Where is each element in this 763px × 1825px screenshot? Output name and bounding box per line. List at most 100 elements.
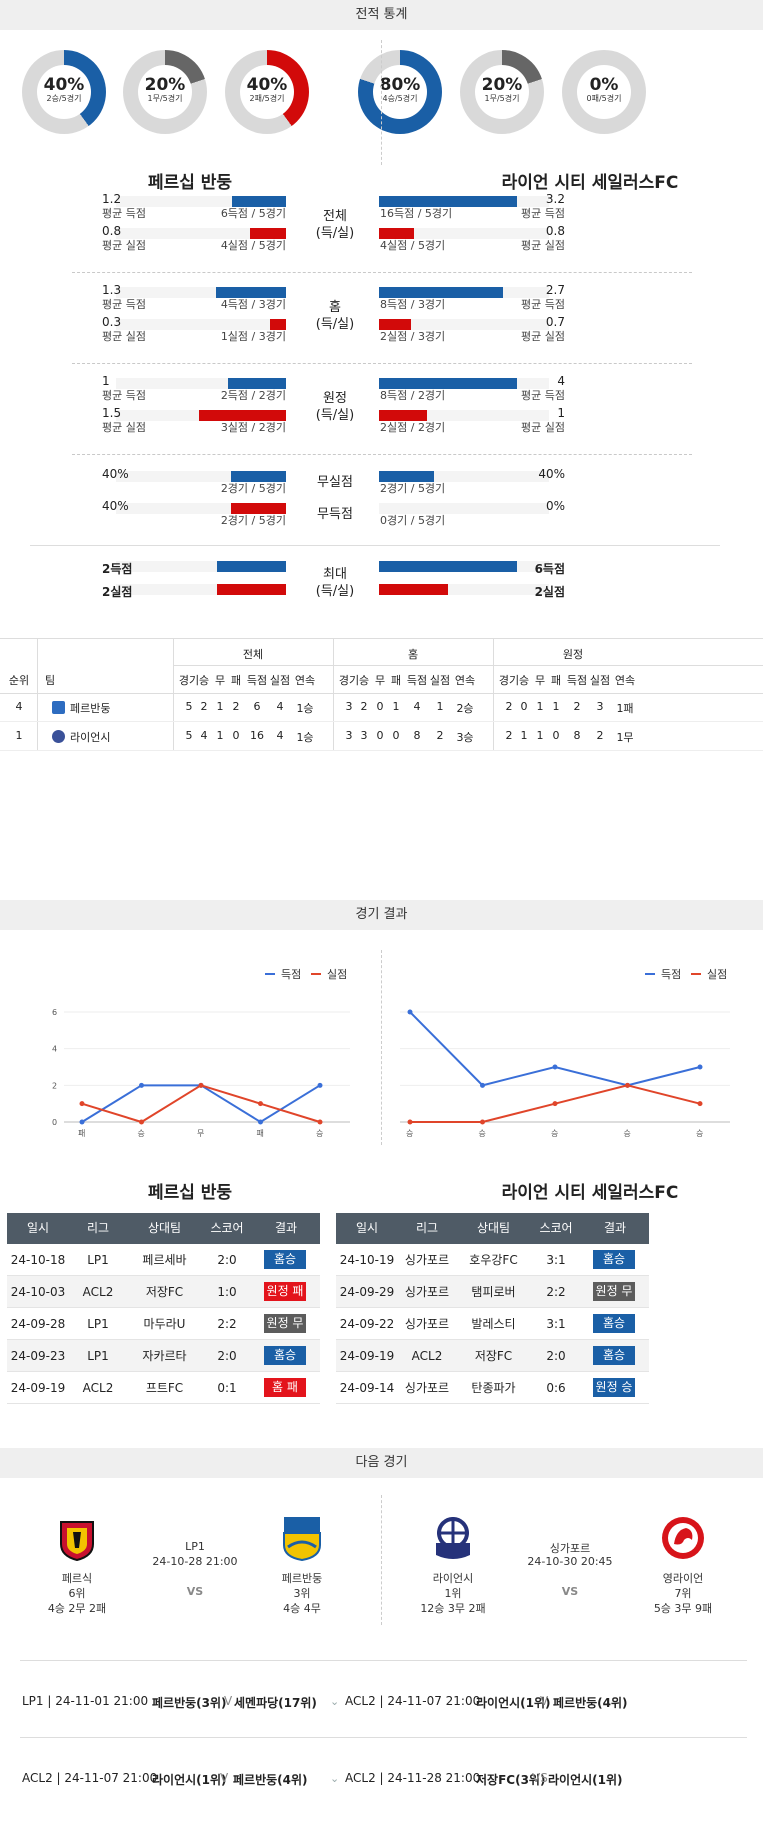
y-tick-label: 0 (52, 1118, 57, 1127)
left-goals-chart: 득점 실점 0 2 4 6 패 승 무 패 승 (52, 968, 350, 1138)
stat-bar (232, 196, 286, 207)
standings-col-header: 연속 (614, 674, 636, 687)
data-point-conceded (258, 1101, 263, 1107)
standings-col-header: 패 (550, 674, 562, 687)
standings-cell: 4 (200, 729, 208, 742)
stat-caption: 4실점 / 5경기 (380, 239, 446, 252)
standings-rank: 1 (15, 729, 23, 742)
stat-label: 평균 실점 (102, 239, 146, 252)
lion-city-mini-logo-icon (52, 730, 65, 743)
rank-header: 순위 (8, 674, 30, 687)
stat-bar (199, 410, 286, 421)
result-badge: 원정 패 (264, 1282, 306, 1301)
standings-team: 페르반둥 (70, 702, 111, 715)
results-section-header: 경기 결과 (0, 900, 763, 930)
next-left-league: LP1 (185, 1540, 205, 1553)
donut-detail: 2패/5경기 (249, 94, 285, 103)
next-right-home-record: 12승 3무 2패 (420, 1602, 486, 1615)
divider (20, 1660, 747, 1661)
record-donut: 80% 4승/5경기 (358, 50, 442, 134)
standings-cell: 1 (536, 729, 544, 742)
results-score: 2:0 (217, 1253, 237, 1267)
table-row: 24-09-19 ACL2 저장FC 2:0 홈승 (336, 1340, 649, 1372)
data-point-scored (258, 1119, 263, 1125)
results-opp: 마두라U (143, 1317, 186, 1331)
stat-label: 평균 득점 (521, 207, 565, 220)
stat-value: 6득점 (534, 562, 565, 576)
stat-bar (270, 319, 286, 330)
standings-col-header: 실점 (429, 674, 451, 687)
standings-cell: 1승 (296, 731, 314, 744)
results-league: ACL2 (82, 1381, 114, 1395)
donut-percent: 20% (481, 75, 523, 95)
category-sub: (득/실) (315, 584, 355, 599)
chevron-down-icon[interactable]: ⌄ (330, 1772, 340, 1785)
persik-logo-icon (60, 1521, 94, 1562)
donut-center: 40% 2승/5경기 (37, 65, 91, 119)
stat-caption: 4실점 / 5경기 (220, 239, 286, 252)
results-opp: 호우강FC (469, 1253, 518, 1267)
table-row: 24-09-22 싱가포르 발레스티 3:1 홈승 (336, 1308, 649, 1340)
data-point-conceded (407, 1119, 413, 1125)
standings-col-header: 패 (390, 674, 402, 687)
right-goals-chart: 득점실점0246승승승승승 (400, 968, 730, 1138)
standings-col-header: 승 (518, 674, 530, 687)
table-row: 24-10-19 싱가포르 호우강FC 3:1 홈승 (336, 1244, 649, 1276)
results-league: LP1 (87, 1317, 109, 1331)
stats-section-header: 전적 통계 (0, 0, 763, 30)
standings-col-header: 득점 (406, 674, 428, 687)
data-point-conceded (139, 1119, 144, 1125)
stat-caption: 2경기 / 5경기 (380, 482, 446, 495)
stat-value: 1.5 (102, 406, 122, 420)
results-league: 싱가포르 (404, 1285, 450, 1299)
results-score: 2:0 (546, 1349, 566, 1363)
donut-detail: 2승/5경기 (46, 94, 82, 103)
result-badge: 원정 무 (593, 1282, 635, 1301)
donut-percent: 40% (246, 75, 288, 95)
results-header-cell: 상대팀 (476, 1221, 511, 1235)
result-badge: 홈승 (593, 1314, 635, 1333)
standings-group: 전체 (242, 648, 264, 661)
x-tick-label: 패 (257, 1128, 264, 1138)
results-date: 24-09-28 (10, 1317, 66, 1331)
table-row: 24-10-18 LP1 페르세바 2:0 홈승 (7, 1244, 320, 1276)
results-header-cell: 결과 (603, 1221, 627, 1235)
standings-cell: 2 (360, 700, 368, 713)
young-lions-logo-icon (662, 1517, 704, 1559)
data-point-scored (480, 1082, 485, 1088)
bar-track (379, 503, 549, 514)
upcoming-left-away: 세멘파당(17위) (234, 1696, 317, 1710)
stat-caption: 4득점 / 3경기 (220, 298, 286, 311)
standings-col-header: 실점 (589, 674, 611, 687)
divider (381, 950, 382, 1145)
x-tick-label: 승 (696, 1129, 703, 1138)
record-donut: 20% 1무/5경기 (460, 50, 544, 134)
table-row: 24-09-23 LP1 자카르타 2:0 홈승 (7, 1340, 320, 1372)
next-left-home-rank: 6위 (68, 1587, 86, 1600)
standings-cell: 3 (596, 700, 604, 713)
x-tick-label: 승 (551, 1129, 558, 1138)
standings-group: 원정 (562, 648, 584, 661)
standings-cell: 2 (505, 700, 513, 713)
standings-cell: 0 (552, 729, 560, 742)
result-badge: 홈승 (593, 1250, 635, 1269)
category-sub: (득/실) (315, 408, 355, 423)
results-score: 3:1 (546, 1253, 566, 1267)
standings-cell: 1 (552, 700, 560, 713)
stat-caption: 3실점 / 2경기 (220, 421, 286, 434)
divider (72, 272, 692, 273)
chevron-down-icon[interactable]: ⌄ (330, 1695, 340, 1708)
standings-cell: 2 (436, 729, 444, 742)
standings-cell: 4 (276, 729, 284, 742)
results-opp: 탬피로버 (471, 1285, 516, 1299)
upcoming-right-vs: VS (532, 1771, 548, 1785)
standings-col-header: 연속 (454, 674, 476, 687)
next-right-away-name: 영라이언 (662, 1572, 704, 1585)
results-header: 일시 리그 상대팀 스코어 결과 (7, 1213, 320, 1244)
results-league: 싱가포르 (404, 1317, 450, 1331)
standings-col-header: 승 (358, 674, 370, 687)
stat-label: 평균 득점 (521, 298, 565, 311)
standings-cell: 2 (505, 729, 513, 742)
stat-caption: 0경기 / 5경기 (380, 514, 446, 527)
stat-label: 평균 득점 (521, 389, 565, 402)
